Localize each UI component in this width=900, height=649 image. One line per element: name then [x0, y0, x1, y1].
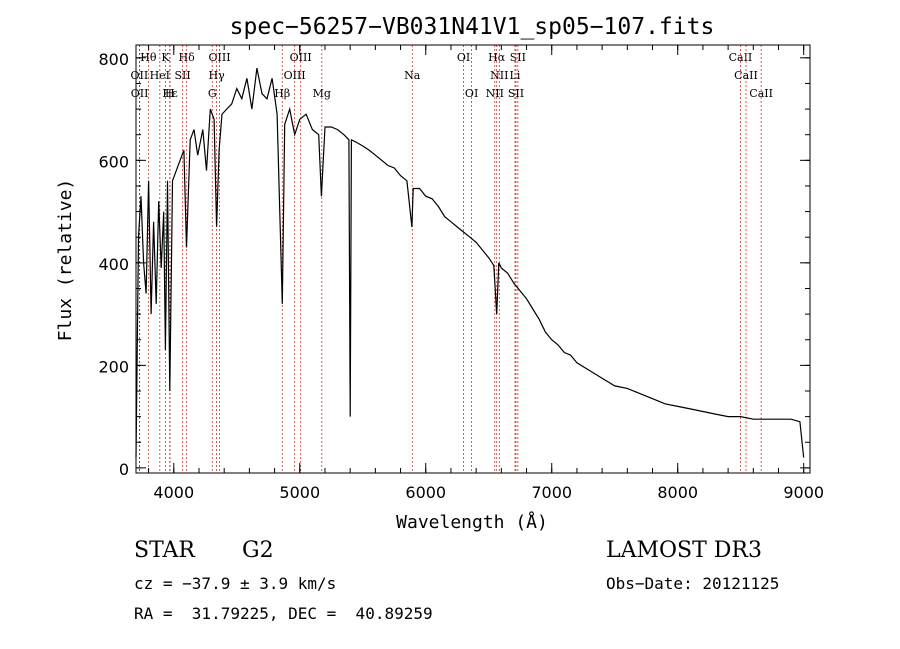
line-label: OII [131, 69, 149, 82]
coordinates: RA = 31.79225, DEC = 40.89259 [134, 604, 433, 623]
observation-date: Obs−Date: 20121125 [606, 574, 780, 593]
x-tick-label: 8000 [657, 483, 698, 502]
survey-name: LAMOST DR3 [606, 538, 762, 563]
x-tick-label: 6000 [405, 483, 446, 502]
object-class: STAR [134, 538, 195, 563]
line-label: Hα [488, 51, 506, 64]
x-axis: 4000 5000 6000 7000 8000 9000 [148, 45, 824, 502]
line-label: Hθ [140, 51, 157, 64]
y-axis: 0 200 400 600 800 [98, 50, 810, 479]
line-label: CaII [749, 87, 773, 100]
line-label: Mg [313, 87, 331, 100]
plot-frame [135, 44, 811, 474]
line-label: NII [486, 87, 504, 100]
line-label: HeI [150, 69, 170, 82]
line-label: Hδ [179, 51, 196, 64]
redshift-cz: cz = −37.9 ± 3.9 km/s [134, 574, 337, 593]
line-label: CaII [729, 51, 753, 64]
y-tick-label: 400 [98, 255, 129, 274]
line-label: OI [465, 87, 478, 100]
line-label: CaII [734, 69, 758, 82]
line-label: Li [510, 69, 521, 82]
y-tick-label: 0 [119, 460, 129, 479]
line-label: SII [174, 69, 190, 82]
line-label: NII [490, 69, 508, 82]
line-label: H [165, 87, 175, 100]
line-label: G [208, 87, 217, 100]
line-label: Hβ [274, 87, 290, 100]
line-label: SII [510, 51, 526, 64]
line-label: OIII [284, 69, 306, 82]
line-label: K [161, 51, 170, 64]
y-tick-label: 800 [98, 50, 129, 69]
x-axis-label: Wavelength (Å) [396, 511, 548, 533]
x-tick-label: 7000 [531, 483, 572, 502]
line-label: OIII [208, 51, 230, 64]
x-tick-label: 9000 [783, 483, 824, 502]
line-label: OI [457, 51, 470, 64]
line-label: SII [508, 87, 524, 100]
line-markers: Hθ K Hδ OIII OIII OI Hα SII CaII OII HeI SII Hγ OIII N… [131, 45, 773, 473]
y-axis-label: Flux (relative) [55, 179, 76, 342]
line-label: Hγ [209, 69, 226, 82]
y-tick-label: 200 [98, 357, 129, 376]
object-subclass: G2 [242, 538, 274, 563]
line-label: OIII [290, 51, 312, 64]
x-tick-label: 5000 [279, 483, 320, 502]
chart-title: spec−56257−VB031N41V1_sp05−107.fits [230, 14, 715, 40]
line-label: OII [131, 87, 149, 100]
flux-series-line [135, 67, 805, 458]
y-tick-label: 600 [98, 152, 129, 171]
x-tick-label: 4000 [153, 483, 194, 502]
line-label: Na [404, 69, 421, 82]
